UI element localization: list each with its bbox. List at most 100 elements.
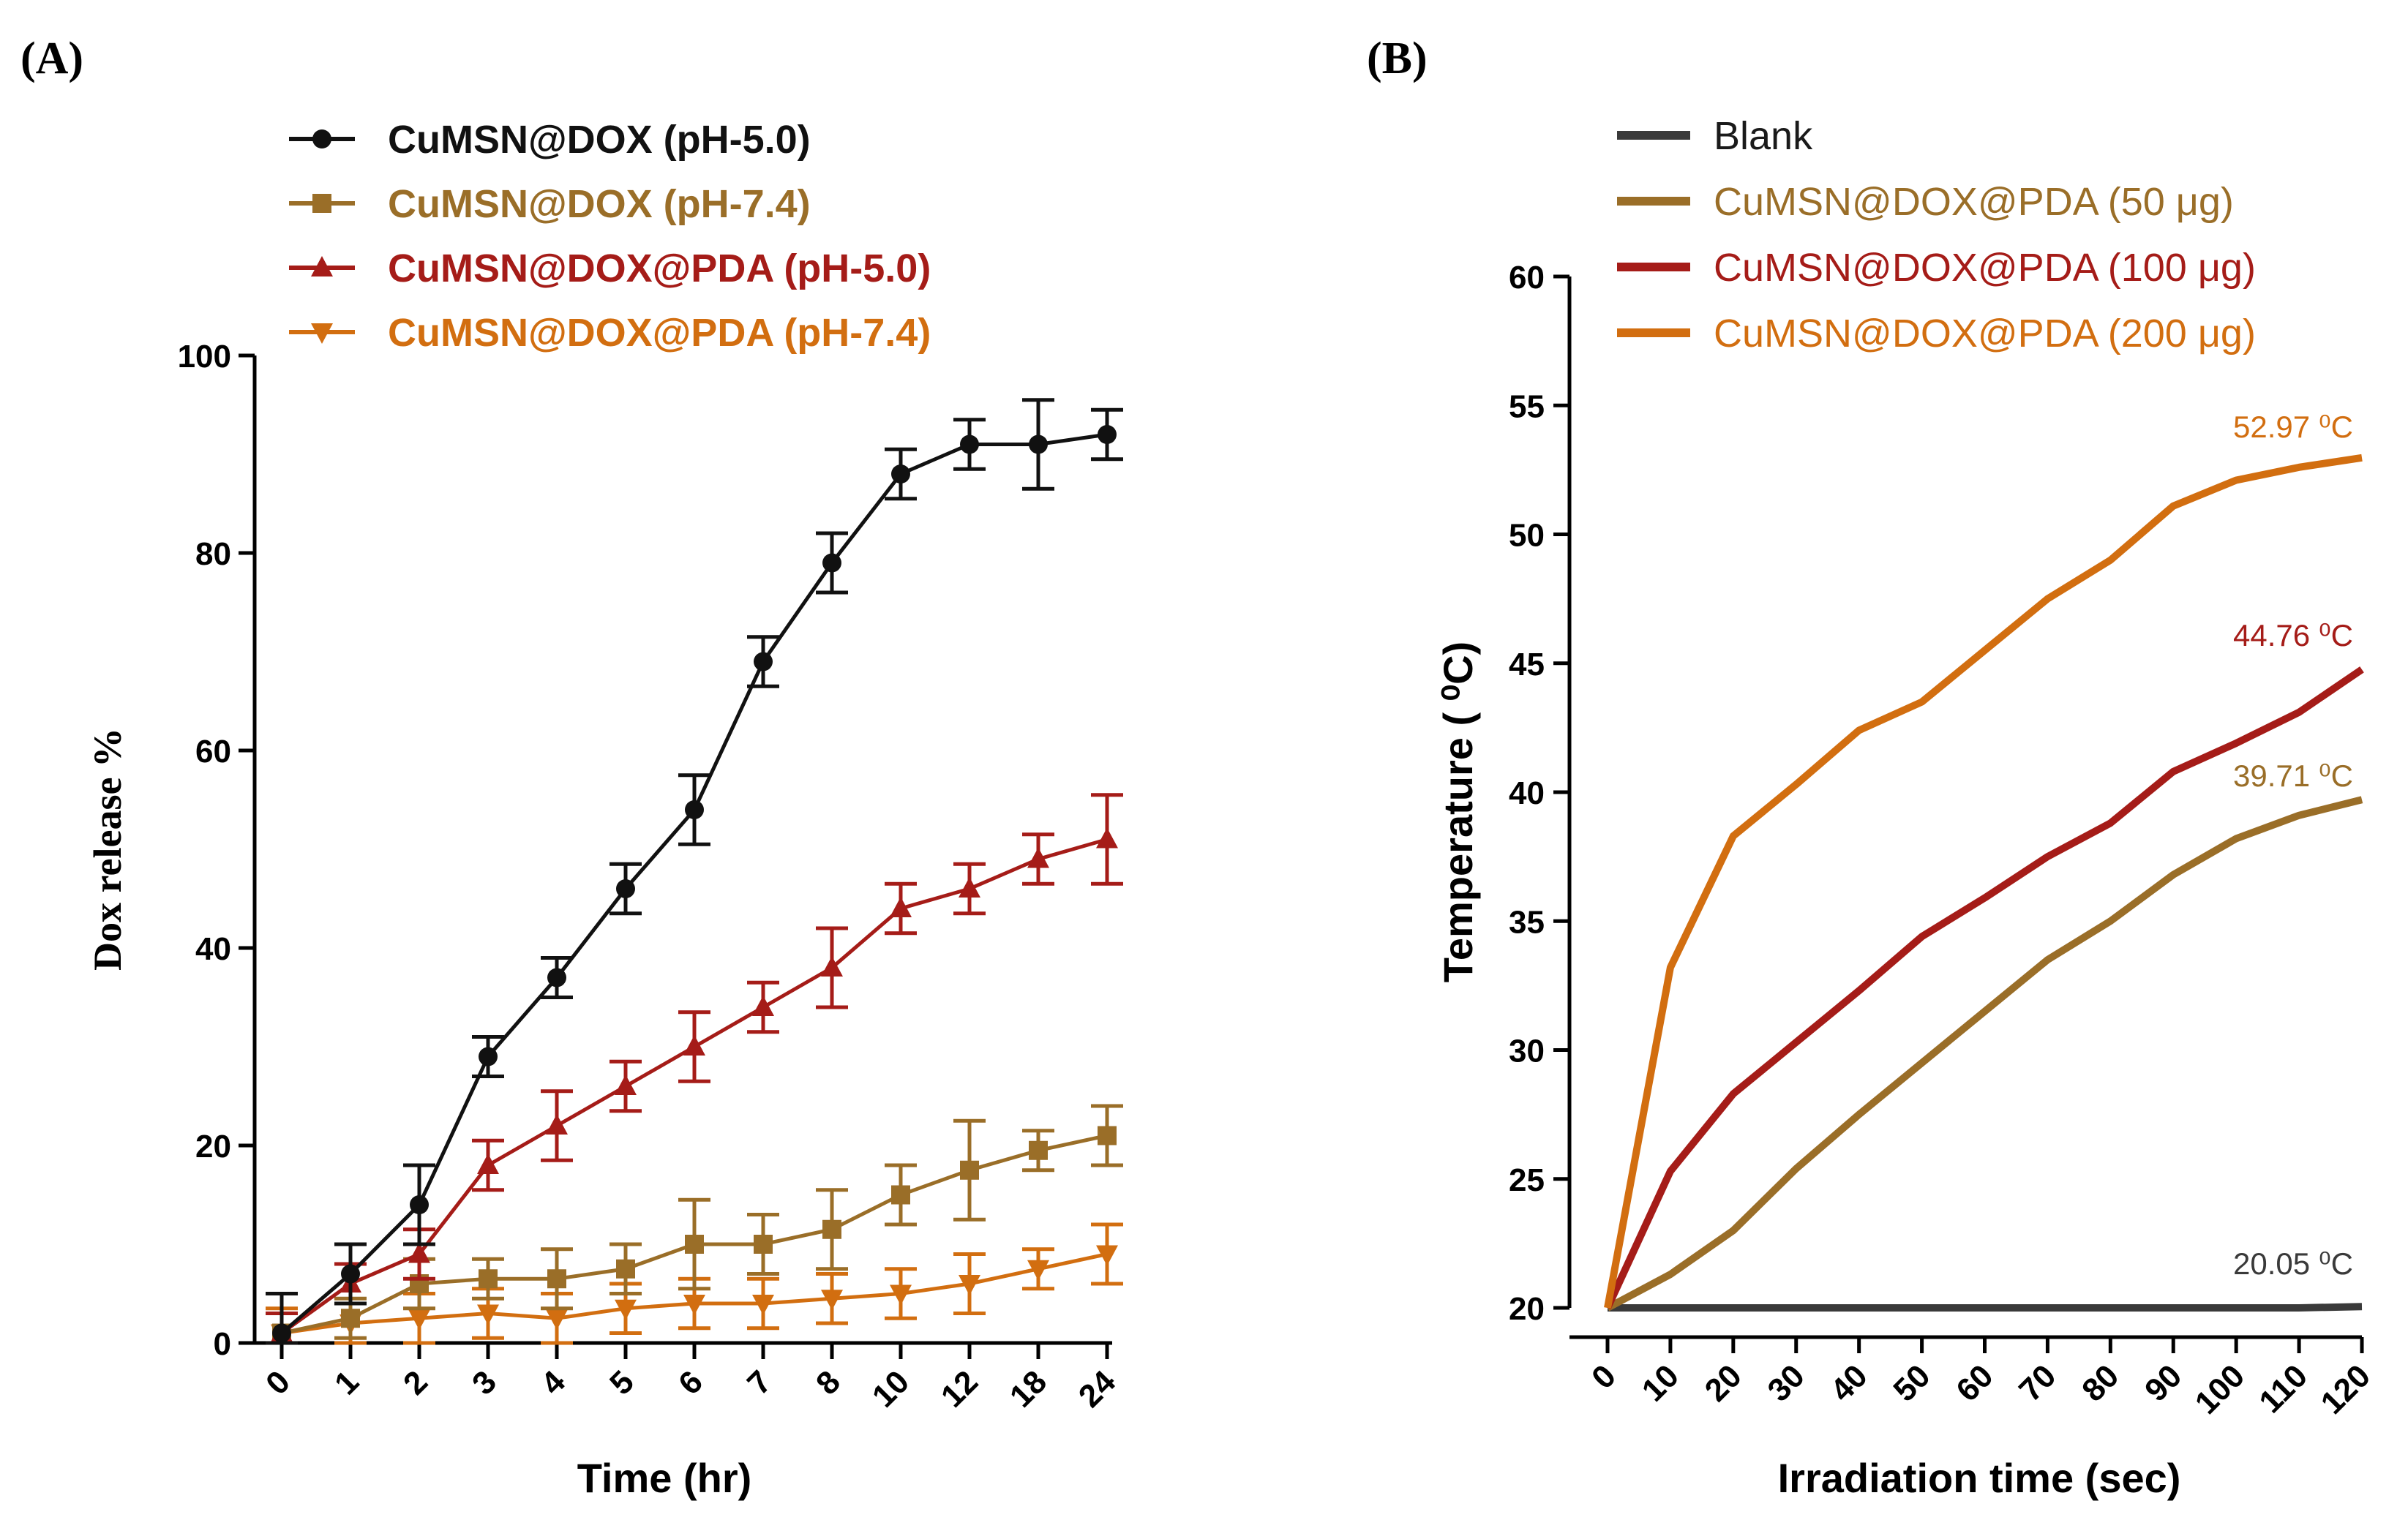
panel-a-cumsn-dox-ph-7-4-point bbox=[754, 1235, 773, 1254]
panel-a-x-tick-label: 6 bbox=[672, 1363, 710, 1402]
panel-b-x-tick-label: 10 bbox=[1635, 1358, 1686, 1408]
panel-a-legend-cumsn-dox-pda-ph-5-0-label: CuMSN@DOX@PDA (pH-5.0) bbox=[388, 247, 931, 290]
panel-a-cumsn-dox-ph-7-4-point bbox=[341, 1309, 360, 1328]
panel-a-cumsn-dox-pda-ph-7-4-point bbox=[821, 1290, 843, 1311]
panel-b-y-tick-label: 20 bbox=[1509, 1291, 1545, 1327]
panel-a-cumsn-dox-pda-ph-5-0-point bbox=[615, 1075, 637, 1095]
panel-a-legend-cumsn-dox-ph-5-0-label: CuMSN@DOX (pH-5.0) bbox=[388, 118, 811, 162]
panel-a-legend-cumsn-dox-pda-ph-5-0-marker bbox=[311, 256, 333, 276]
panel-b-x-tick-label: 110 bbox=[2252, 1358, 2314, 1420]
panel-a-cumsn-dox-pda-ph-7-4-point bbox=[1027, 1260, 1049, 1281]
panel-a-x-axis-title: Time (hr) bbox=[577, 1455, 752, 1501]
panel-a-x-tick-label: 2 bbox=[397, 1363, 435, 1402]
panel-a-cumsn-dox-ph-5-0-point bbox=[272, 1323, 291, 1343]
panel-b-y-tick-label: 40 bbox=[1509, 775, 1545, 811]
panel-a-cumsn-dox-pda-ph-5-0-series bbox=[266, 793, 1123, 1345]
panel-b-y-tick-label: 45 bbox=[1509, 647, 1545, 682]
panel-a-cumsn-dox-pda-ph-5-0-point bbox=[959, 877, 980, 898]
panel-a-cumsn-dox-ph-7-4-point bbox=[616, 1259, 635, 1279]
panel-a-cumsn-dox-ph-7-4-point bbox=[685, 1235, 704, 1254]
panel-a-legend-cumsn-dox-pda-ph-7-4-marker bbox=[311, 323, 333, 344]
panel-a-cumsn-dox-pda-ph-5-0-point bbox=[821, 956, 843, 977]
panel-b-cumsn-dox-pda-50-g-series: 39.71 ⁰C bbox=[1605, 759, 2363, 1312]
panel-a-x-tick-label: 5 bbox=[603, 1363, 641, 1402]
panel-a-y-tick-label: 40 bbox=[195, 931, 231, 967]
panel-b-legend-blank-label: Blank bbox=[1714, 114, 1813, 158]
panel-a-cumsn-dox-ph-7-4-point bbox=[960, 1160, 979, 1180]
panel-b-cumsn-dox-pda-200-g-series: 52.97 ⁰C bbox=[1604, 410, 2363, 1309]
panel-a-cumsn-dox-pda-ph-7-4-point bbox=[683, 1295, 705, 1315]
panel-a-x-tick-label: 0 bbox=[259, 1363, 297, 1402]
panel-a-cumsn-dox-ph-5-0-point bbox=[891, 464, 910, 484]
panel-b-y-tick-label: 60 bbox=[1509, 260, 1545, 296]
panel-a-cumsn-dox-ph-5-0-point bbox=[1029, 434, 1048, 454]
panel-a-cumsn-dox-ph-5-0-point bbox=[479, 1047, 498, 1066]
panel-a-y-tick-label: 80 bbox=[195, 536, 231, 572]
panel-a-cumsn-dox-pda-ph-5-0-point bbox=[1096, 827, 1118, 849]
panel-a-cumsn-dox-pda-ph-7-4-point bbox=[477, 1304, 499, 1325]
panel-a-cumsn-dox-pda-ph-5-0-point bbox=[546, 1114, 568, 1135]
panel-b-x-tick-label: 100 bbox=[2188, 1358, 2252, 1421]
panel-a-cumsn-dox-pda-ph-7-4-point bbox=[408, 1309, 430, 1331]
panel-b-x-tick-label: 30 bbox=[1761, 1358, 1812, 1408]
panel-a-y-tick-label: 60 bbox=[195, 734, 231, 770]
panel-b-x-tick-label: 80 bbox=[2075, 1358, 2126, 1408]
panel-a-cumsn-dox-pda-ph-5-0-point bbox=[683, 1035, 705, 1056]
panel-a-legend-cumsn-dox-pda-ph-7-4-label: CuMSN@DOX@PDA (pH-7.4) bbox=[388, 311, 931, 355]
panel-a-cumsn-dox-pda-ph-7-4-point bbox=[1096, 1245, 1118, 1266]
panel-a-cumsn-dox-ph-5-0-series bbox=[266, 398, 1123, 1345]
panel-b-cumsn-dox-pda-100-g-line bbox=[1604, 666, 2364, 1310]
panel-a-cumsn-dox-ph-7-4-point bbox=[822, 1219, 841, 1239]
panel-a-cumsn-dox-ph-5-0-point bbox=[547, 968, 566, 987]
panel-a-x-tick-label: 18 bbox=[1003, 1363, 1054, 1414]
panel-b-x-tick-label: 20 bbox=[1698, 1358, 1749, 1408]
panel-a-cumsn-dox-pda-ph-5-0-point bbox=[752, 996, 774, 1016]
panel-a-cumsn-dox-ph-5-0-point bbox=[685, 800, 704, 819]
panel-a-y-tick-label: 0 bbox=[214, 1326, 231, 1362]
panel-a-y-tick-label: 20 bbox=[195, 1129, 231, 1165]
panel-a-legend-cumsn-dox-ph-7-4-marker bbox=[312, 194, 331, 213]
panel-a-label: (A) bbox=[20, 34, 83, 83]
panel-a-x-tick-label: 7 bbox=[740, 1363, 779, 1402]
panel-b-y-tick-label: 25 bbox=[1509, 1162, 1545, 1198]
panel-a-cumsn-dox-pda-ph-7-4-point bbox=[890, 1284, 912, 1306]
panel-b-y-tick-label: 50 bbox=[1509, 518, 1545, 554]
panel-b-cumsn-dox-pda-50-g-line bbox=[1605, 796, 2363, 1312]
panel-a-cumsn-dox-ph-7-4-point bbox=[1098, 1126, 1117, 1145]
panel-a-cumsn-dox-pda-ph-5-0-point bbox=[890, 897, 912, 917]
panel-b-blank-end-label: 20.05 ⁰C bbox=[2233, 1246, 2353, 1281]
panel-b-blank-line bbox=[1608, 1303, 2363, 1312]
panel-b-legend-cumsn-dox-pda-100-g-label: CuMSN@DOX@PDA (100 μg) bbox=[1714, 246, 2256, 290]
panel-a-cumsn-dox-pda-ph-5-0-point bbox=[1027, 847, 1049, 868]
panel-b-y-axis-title: Temperature ( ⁰C) bbox=[1435, 642, 1481, 982]
panel-a-cumsn-dox-ph-7-4-point bbox=[479, 1269, 498, 1289]
panel-a-x-tick-label: 10 bbox=[866, 1363, 916, 1414]
panel-b-blank-series: 20.05 ⁰C bbox=[1608, 1246, 2363, 1312]
panel-a-x-tick-label: 4 bbox=[534, 1363, 572, 1402]
panel-b-y-tick-label: 55 bbox=[1509, 388, 1545, 424]
panel-b-x-tick-label: 40 bbox=[1823, 1358, 1874, 1408]
panel-b-legend-cumsn-dox-pda-200-g-label: CuMSN@DOX@PDA (200 μg) bbox=[1714, 312, 2256, 355]
panel-a-cumsn-dox-ph-5-0-point bbox=[616, 879, 635, 898]
panel-a-cumsn-dox-ph-5-0-point bbox=[754, 652, 773, 671]
panel-a-cumsn-dox-pda-ph-7-4-point bbox=[615, 1299, 637, 1320]
panel-a-legend-cumsn-dox-ph-7-4-label: CuMSN@DOX (pH-7.4) bbox=[388, 182, 811, 226]
panel-a-cumsn-dox-pda-ph-5-0-point bbox=[408, 1242, 430, 1263]
panel-b-legend-cumsn-dox-pda-50-g-label: CuMSN@DOX@PDA (50 μg) bbox=[1714, 180, 2234, 224]
panel-b-y-tick-label: 30 bbox=[1509, 1034, 1545, 1069]
panel-a-cumsn-dox-pda-ph-7-4-point bbox=[546, 1309, 568, 1331]
panel-b-x-axis-title: Irradiation time (sec) bbox=[1778, 1455, 2181, 1501]
panel-b-x-tick-label: 120 bbox=[2314, 1358, 2378, 1421]
panel-a-x-tick-label: 1 bbox=[328, 1363, 366, 1402]
panel-a-x-tick-label: 12 bbox=[934, 1363, 985, 1414]
panel-a-y-tick-label: 100 bbox=[178, 339, 231, 375]
panel-a-cumsn-dox-ph-5-0-point bbox=[410, 1195, 429, 1214]
panel-a-y-axis-title: Dox release % bbox=[86, 728, 130, 971]
panel-b-cumsn-dox-pda-200-g-line bbox=[1604, 454, 2363, 1309]
panel-a-cumsn-dox-ph-7-4-series bbox=[266, 1104, 1123, 1345]
panel-b-x-tick-label: 90 bbox=[2138, 1358, 2188, 1408]
panel-a-cumsn-dox-ph-5-0-point bbox=[341, 1264, 360, 1284]
panel-a-cumsn-dox-ph-5-0-point bbox=[960, 434, 979, 454]
